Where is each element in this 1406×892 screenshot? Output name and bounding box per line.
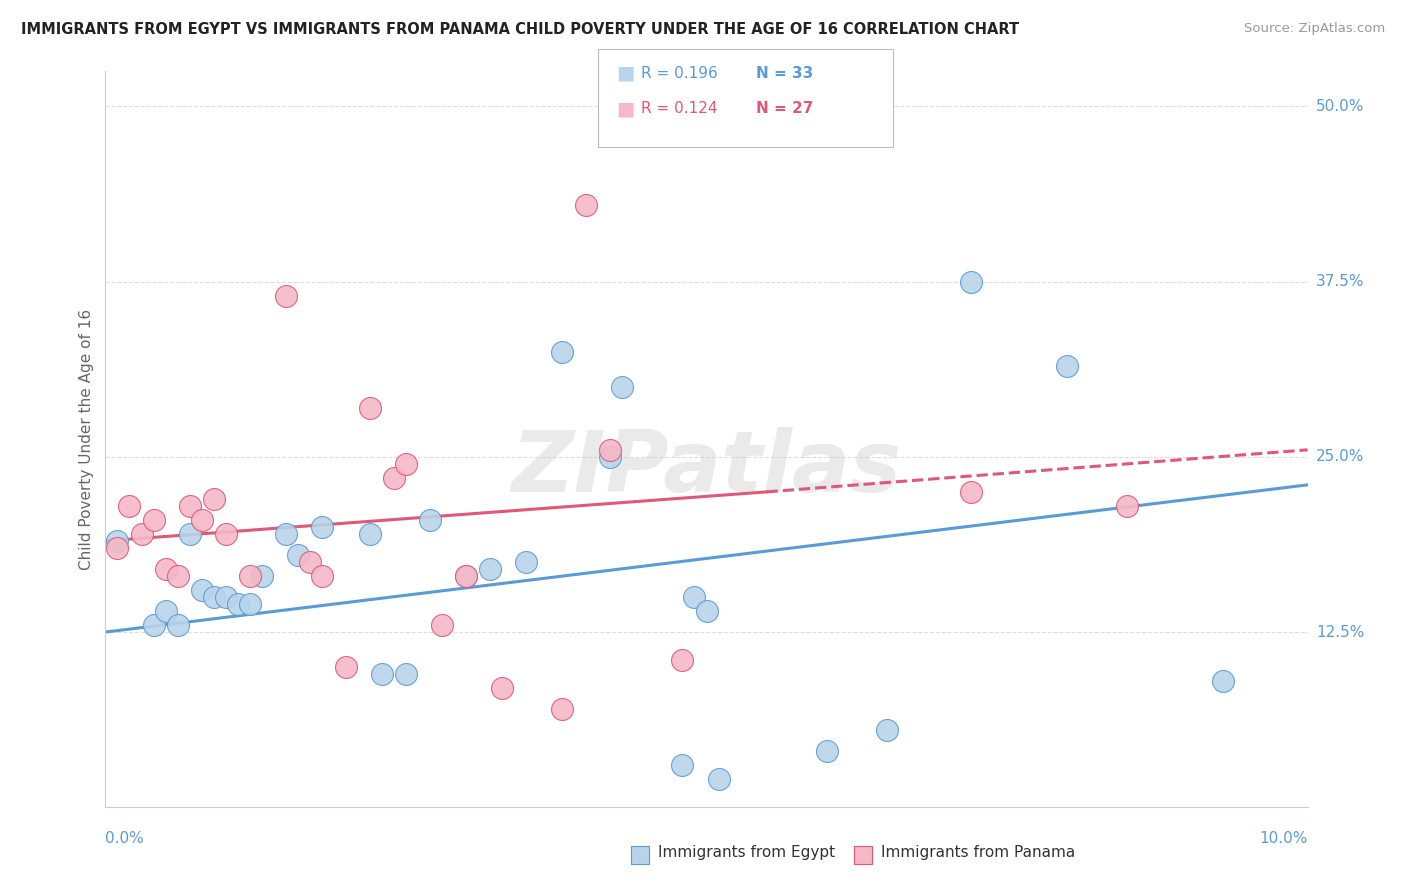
Point: [491, 681, 513, 695]
Point: [382, 471, 405, 485]
Point: [118, 499, 141, 513]
Point: [419, 513, 441, 527]
Point: [359, 527, 381, 541]
Text: R = 0.124: R = 0.124: [641, 102, 717, 116]
Point: [239, 569, 262, 583]
Point: [142, 618, 165, 632]
Text: Immigrants from Egypt: Immigrants from Egypt: [658, 846, 835, 861]
Point: [190, 582, 212, 597]
Point: [599, 450, 621, 464]
Y-axis label: Child Poverty Under the Age of 16: Child Poverty Under the Age of 16: [79, 309, 94, 570]
Point: [671, 653, 693, 667]
Point: [454, 569, 477, 583]
Point: [575, 197, 598, 211]
Point: [696, 604, 718, 618]
Point: [298, 555, 321, 569]
Point: [1116, 499, 1139, 513]
Point: [226, 597, 249, 611]
Point: [214, 527, 236, 541]
Point: [179, 527, 201, 541]
Point: [359, 401, 381, 415]
Point: [155, 604, 177, 618]
Point: [179, 499, 201, 513]
Point: [202, 590, 225, 604]
Point: [131, 527, 153, 541]
Text: Immigrants from Panama: Immigrants from Panama: [880, 846, 1076, 861]
Point: [142, 513, 165, 527]
Text: N = 27: N = 27: [756, 102, 814, 116]
Point: [287, 548, 309, 562]
Point: [683, 590, 706, 604]
Point: [454, 569, 477, 583]
Point: [107, 533, 129, 548]
Text: 50.0%: 50.0%: [1316, 99, 1364, 114]
Point: [551, 344, 574, 359]
Text: 12.5%: 12.5%: [1316, 624, 1364, 640]
Point: [599, 442, 621, 457]
Point: [335, 660, 357, 674]
Point: [107, 541, 129, 555]
Text: N = 33: N = 33: [756, 66, 814, 80]
Text: 37.5%: 37.5%: [1316, 274, 1364, 289]
Point: [707, 772, 730, 787]
Point: [202, 491, 225, 506]
Point: [515, 555, 537, 569]
Text: R = 0.196: R = 0.196: [641, 66, 718, 80]
Point: [155, 562, 177, 576]
Point: [250, 569, 273, 583]
Point: [671, 758, 693, 772]
Point: [551, 702, 574, 716]
Point: [395, 667, 418, 681]
Point: [311, 569, 333, 583]
Point: [371, 667, 394, 681]
Text: 25.0%: 25.0%: [1316, 450, 1364, 465]
Text: ■: ■: [616, 63, 634, 83]
Point: [311, 520, 333, 534]
Point: [395, 457, 418, 471]
Point: [960, 484, 983, 499]
Point: [239, 597, 262, 611]
Point: [166, 569, 188, 583]
Point: [430, 618, 453, 632]
Point: [166, 618, 188, 632]
Point: [274, 527, 297, 541]
Point: [1212, 674, 1234, 689]
Text: Source: ZipAtlas.com: Source: ZipAtlas.com: [1244, 22, 1385, 36]
Text: 0.0%: 0.0%: [105, 830, 145, 846]
Point: [1056, 359, 1078, 373]
Text: IMMIGRANTS FROM EGYPT VS IMMIGRANTS FROM PANAMA CHILD POVERTY UNDER THE AGE OF 1: IMMIGRANTS FROM EGYPT VS IMMIGRANTS FROM…: [21, 22, 1019, 37]
Point: [876, 723, 898, 738]
Text: ZIPatlas: ZIPatlas: [512, 427, 901, 510]
Point: [960, 275, 983, 289]
Point: [274, 288, 297, 302]
Text: ■: ■: [616, 99, 634, 119]
Point: [214, 590, 236, 604]
Point: [479, 562, 502, 576]
Point: [612, 380, 634, 394]
Text: 10.0%: 10.0%: [1260, 830, 1308, 846]
Point: [815, 744, 838, 758]
Point: [190, 513, 212, 527]
